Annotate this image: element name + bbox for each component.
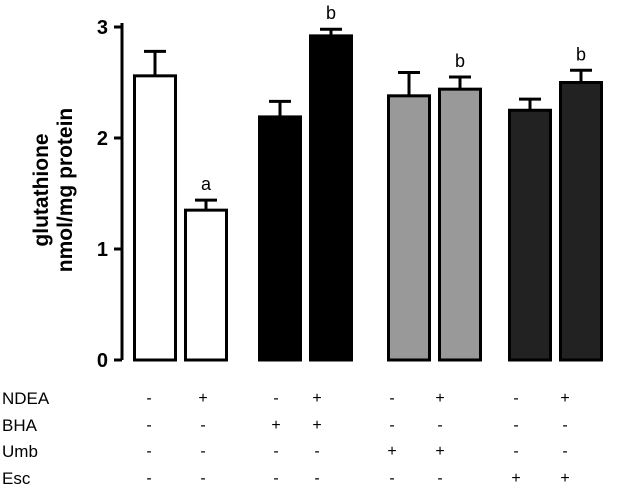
bar-group [508,97,552,362]
treatment-sign: + [560,470,569,487]
treatment-sign: + [511,470,520,487]
treatment-sign: - [562,417,567,434]
bar-group [133,49,177,362]
bar-group: b [559,44,603,362]
significance-label: b [326,3,336,23]
bar [309,34,353,362]
treatment-sign: - [200,417,205,434]
treatment-row-label: NDEA [2,389,50,408]
bar [184,208,228,362]
significance-label: b [455,51,465,71]
treatment-table: NDEA - + - + - + - + BHA - - + + - - - - Umb - - - - + + - - Esc - - -… [2,389,570,488]
treatment-sign: - [314,470,319,487]
treatment-sign: - [200,470,205,487]
treatment-sign: - [273,443,278,460]
bars: a b b b [133,3,603,362]
bar [559,81,603,362]
treatment-sign: + [560,390,569,407]
y-axis-title-line2: nmol/mg protein [54,108,77,273]
bar-group: b [438,51,482,362]
treatment-sign: - [146,417,151,434]
bar [258,115,302,362]
y-axis: 0 1 2 3 [97,17,124,372]
treatment-sign: + [435,443,444,460]
treatment-sign: - [437,470,442,487]
treatment-sign: + [312,417,321,434]
bar-group [387,71,431,362]
y-tick-label: 0 [97,350,108,372]
bar-group [258,99,302,362]
treatment-row-label: Esc [2,469,31,488]
treatment-sign: + [198,390,207,407]
bar-group: b [309,3,353,362]
treatment-sign: - [562,443,567,460]
significance-label: b [576,44,586,64]
treatment-sign: - [273,390,278,407]
treatment-sign: - [389,390,394,407]
treatment-sign: + [271,417,280,434]
y-tick-label: 1 [97,239,108,261]
y-axis-title-line1: glutathione [30,133,53,246]
bar [438,87,482,362]
bar [133,74,177,362]
treatment-sign: - [200,443,205,460]
treatment-sign: - [513,417,518,434]
bar [508,108,552,362]
treatment-sign: + [312,390,321,407]
treatment-row-label: Umb [2,442,38,461]
treatment-row-label: BHA [2,416,38,435]
treatment-sign: - [437,417,442,434]
treatment-sign: + [387,443,396,460]
treatment-sign: - [389,417,394,434]
treatment-sign: - [314,443,319,460]
y-axis-title: glutathione nmol/mg protein [30,108,77,273]
treatment-sign: - [146,470,151,487]
treatment-sign: - [389,470,394,487]
bar [387,94,431,362]
treatment-sign: - [273,470,278,487]
treatment-sign: - [513,390,518,407]
bar-group: a [184,174,228,362]
treatment-sign: - [513,443,518,460]
y-tick-label: 3 [97,17,108,39]
treatment-sign: - [146,443,151,460]
treatment-sign: - [146,390,151,407]
significance-label: a [201,174,212,194]
y-tick-label: 2 [97,128,108,150]
treatment-sign: + [435,390,444,407]
